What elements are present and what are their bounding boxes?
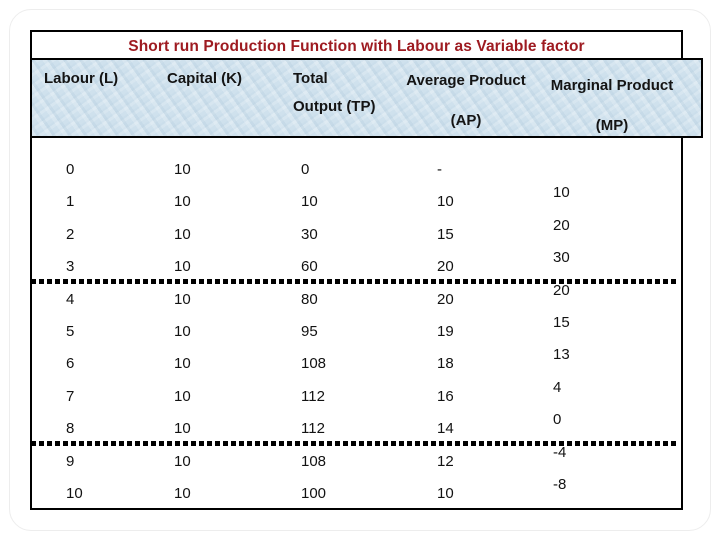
col-header-marginal-product: Marginal Product (MP) <box>543 76 681 135</box>
cell-mp-L5: 15 <box>553 314 570 331</box>
cell-ap-L3: 20 <box>437 258 454 276</box>
cell-labour-L4: 4 <box>66 290 75 308</box>
cell-labour-L10: 10 <box>66 485 83 502</box>
cell-labour-L7: 7 <box>66 387 75 405</box>
cell-tp-L0: 0 <box>301 161 310 178</box>
cell-mp-L1: 10 <box>553 184 570 202</box>
cell-capital-L3: 10 <box>174 258 191 276</box>
stage-divider <box>31 278 676 284</box>
cell-capital-L2: 10 <box>174 225 191 243</box>
cell-capital-L7: 10 <box>174 387 191 405</box>
cell-tp-L3: 60 <box>301 258 318 276</box>
col-header-total-output-line1: Total <box>293 70 328 87</box>
cell-capital-L9: 10 <box>174 452 191 470</box>
cell-tp-L7: 112 <box>301 387 325 405</box>
cell-mp-L6: 13 <box>553 346 570 364</box>
cell-tp-L8: 112 <box>301 420 325 438</box>
cell-capital-L8: 10 <box>174 420 191 438</box>
cell-ap-L5: 19 <box>437 323 454 340</box>
col-header-capital: Capital (K) <box>167 69 242 88</box>
cell-labour-L1: 1 <box>66 193 75 211</box>
cell-ap-L6: 18 <box>437 355 454 373</box>
col-header-average-product-line1: Average Product <box>406 72 526 89</box>
cell-tp-L4: 80 <box>301 290 318 308</box>
cell-ap-L0: - <box>437 161 442 178</box>
cell-capital-L10: 10 <box>174 485 191 502</box>
cell-labour-L2: 2 <box>66 225 75 243</box>
col-header-labour: Labour (L) <box>44 69 118 88</box>
cell-labour-L3: 3 <box>66 258 75 276</box>
cell-ap-L2: 15 <box>437 225 454 243</box>
slide-frame <box>9 9 711 531</box>
cell-tp-L9: 108 <box>301 452 327 470</box>
table-header: Labour (L) Capital (K) Total Output (TP)… <box>30 58 703 138</box>
cell-tp-L6: 108 <box>301 355 327 373</box>
cell-mp-L3: 30 <box>553 249 570 267</box>
col-header-total-output: Total Output (TP) <box>293 69 375 116</box>
col-header-labour-label: Labour (L) <box>44 70 119 87</box>
cell-capital-L1: 10 <box>174 193 191 211</box>
table-title: Short run Production Function with Labou… <box>128 38 585 55</box>
stage-divider <box>31 440 676 446</box>
cell-tp-L5: 95 <box>301 323 318 340</box>
col-header-average-product-line2: (AP) <box>450 112 482 129</box>
cell-capital-L5: 10 <box>174 323 191 340</box>
cell-ap-L8: 14 <box>437 420 454 438</box>
cell-mp-L2: 20 <box>553 216 570 234</box>
col-header-average-product: Average Product (AP) <box>400 71 532 130</box>
cell-mp-L4: 20 <box>553 281 570 299</box>
cell-capital-L0: 10 <box>174 161 191 178</box>
cell-ap-L1: 10 <box>437 193 454 211</box>
col-header-marginal-product-line1: Marginal Product <box>550 77 674 94</box>
cell-labour-L6: 6 <box>66 355 75 373</box>
cell-labour-L9: 9 <box>66 452 75 470</box>
cell-mp-L9: -4 <box>553 443 567 461</box>
cell-ap-L9: 12 <box>437 452 454 470</box>
cell-capital-L6: 10 <box>174 355 191 373</box>
cell-tp-L2: 30 <box>301 225 318 243</box>
col-header-marginal-product-line2: (MP) <box>595 117 629 134</box>
col-header-total-output-line2: Output (TP) <box>293 98 376 115</box>
cell-tp-L10: 100 <box>301 485 327 502</box>
cell-capital-L4: 10 <box>174 290 191 308</box>
cell-mp-L7: 4 <box>553 378 562 396</box>
cell-labour-L8: 8 <box>66 420 75 438</box>
cell-ap-L10: 10 <box>437 485 454 502</box>
cell-mp-L10: -8 <box>553 476 567 493</box>
cell-ap-L7: 16 <box>437 387 454 405</box>
col-header-capital-label: Capital (K) <box>167 70 242 87</box>
cell-labour-L5: 5 <box>66 323 75 340</box>
cell-labour-L0: 0 <box>66 161 75 178</box>
cell-tp-L1: 10 <box>301 193 318 211</box>
cell-ap-L4: 20 <box>437 290 454 308</box>
cell-mp-L8: 0 <box>553 411 562 429</box>
